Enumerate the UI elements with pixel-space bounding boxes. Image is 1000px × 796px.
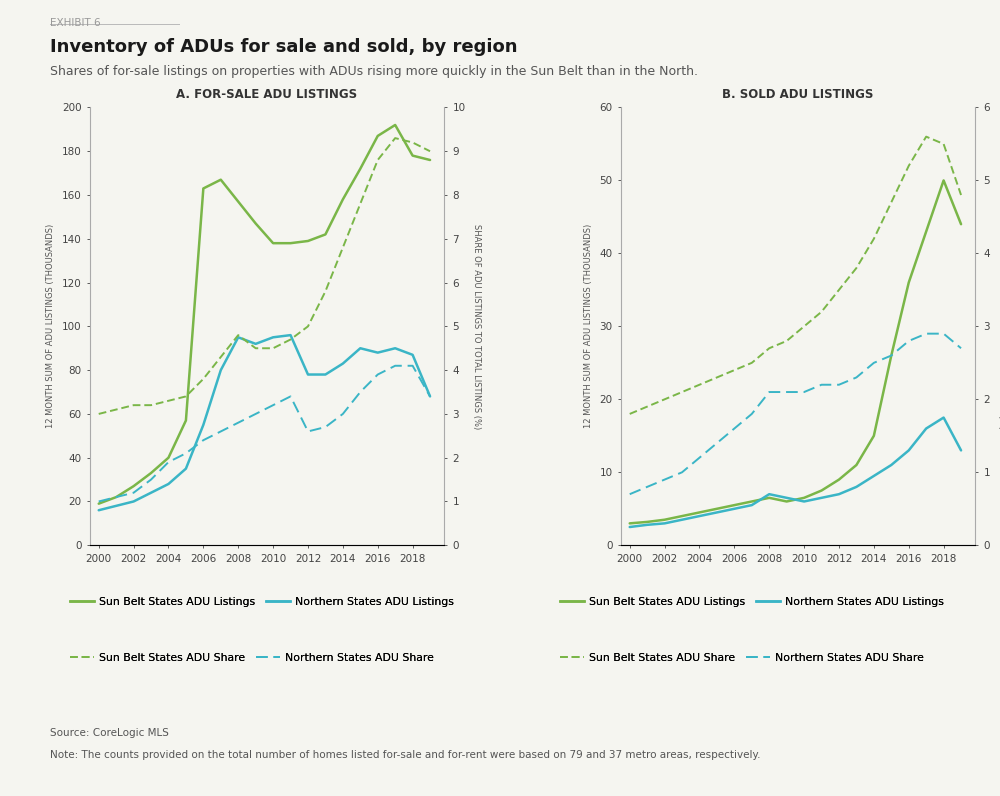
Text: Source: CoreLogic MLS: Source: CoreLogic MLS (50, 728, 169, 739)
Text: Shares of for-sale listings on properties with ADUs rising more quickly in the S: Shares of for-sale listings on propertie… (50, 65, 698, 78)
Text: Inventory of ADUs for sale and sold, by region: Inventory of ADUs for sale and sold, by … (50, 38, 518, 57)
Legend: Sun Belt States ADU Share, Northern States ADU Share: Sun Belt States ADU Share, Northern Stat… (65, 649, 438, 667)
Y-axis label: SHARE OF ADU LISTINGS TO TOTAL LISTINGS (%): SHARE OF ADU LISTINGS TO TOTAL LISTINGS … (997, 224, 1000, 429)
Title: B. SOLD ADU LISTINGS: B. SOLD ADU LISTINGS (722, 88, 874, 101)
Legend: Sun Belt States ADU Share, Northern States ADU Share: Sun Belt States ADU Share, Northern Stat… (555, 649, 928, 667)
Title: A. FOR-SALE ADU LISTINGS: A. FOR-SALE ADU LISTINGS (176, 88, 358, 101)
Y-axis label: SHARE OF ADU LISTINGS TO TOTAL LISTINGS (%): SHARE OF ADU LISTINGS TO TOTAL LISTINGS … (472, 224, 481, 429)
Y-axis label: 12 MONTH SUM OF ADU LISTINGS (THOUSANDS): 12 MONTH SUM OF ADU LISTINGS (THOUSANDS) (584, 224, 593, 428)
Legend: Sun Belt States ADU Listings, Northern States ADU Listings: Sun Belt States ADU Listings, Northern S… (555, 593, 948, 611)
Legend: Sun Belt States ADU Listings, Northern States ADU Listings: Sun Belt States ADU Listings, Northern S… (65, 593, 458, 611)
Y-axis label: 12 MONTH SUM OF ADU LISTINGS (THOUSANDS): 12 MONTH SUM OF ADU LISTINGS (THOUSANDS) (46, 224, 55, 428)
Text: Note: The counts provided on the total number of homes listed for-sale and for-r: Note: The counts provided on the total n… (50, 750, 761, 760)
Text: EXHIBIT 6: EXHIBIT 6 (50, 18, 101, 28)
